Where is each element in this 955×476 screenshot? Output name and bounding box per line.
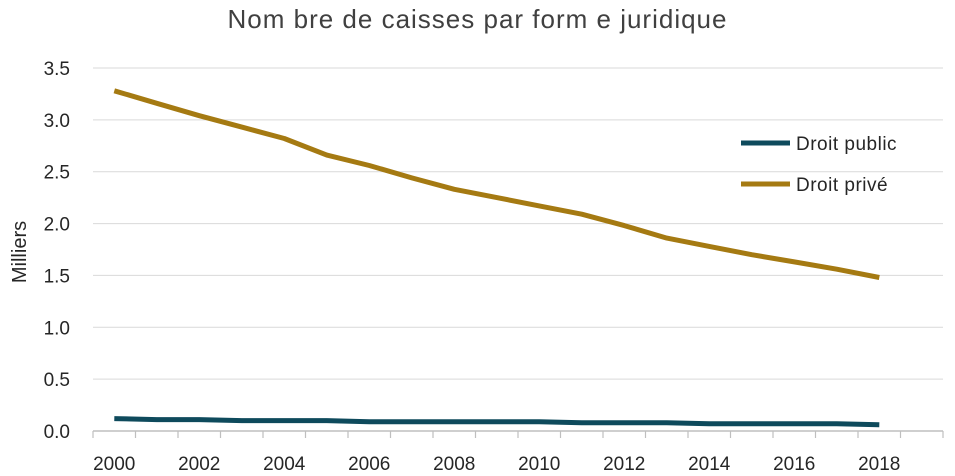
x-axis-tick-labels: 2000 2002 2004 2006 2008 2010 2012 2014 2016 2018: [93, 454, 900, 475]
y-axis-tick-labels: 0.0 0.5 1.0 1.5 2.0 2.5 3.0 3.5: [44, 59, 70, 443]
y-axis-title: Milliers: [9, 221, 31, 283]
x-tick-label: 2002: [178, 454, 220, 475]
y-tick-label: 2.0: [44, 215, 70, 236]
x-axis: [92, 430, 944, 438]
y-tick-label: 0.5: [44, 370, 70, 391]
x-tick-label: 2000: [93, 454, 135, 475]
legend-label: Droit public: [796, 134, 897, 155]
chart-title: Nom bre de caisses par form e juridique: [227, 4, 728, 34]
y-tick-label: 2.5: [44, 163, 70, 184]
series-line-droit-prive: [113, 88, 880, 280]
x-tick-label: 2004: [263, 454, 306, 475]
x-tick-label: 2016: [773, 454, 815, 475]
x-tick-label: 2006: [348, 454, 390, 475]
x-tick-label: 2010: [518, 454, 560, 475]
x-tick-label: 2012: [603, 454, 645, 475]
y-tick-label: 3.0: [44, 111, 70, 132]
legend-label: Droit privé: [796, 175, 888, 196]
x-tick-label: 2018: [858, 454, 900, 475]
y-tick-label: 3.5: [44, 59, 70, 80]
gridlines: [93, 67, 943, 380]
x-tick-label: 2014: [688, 454, 731, 475]
y-tick-label: 0.0: [44, 422, 70, 443]
legend: Droit public Droit privé: [741, 134, 897, 196]
y-tick-label: 1.0: [44, 318, 70, 339]
y-tick-label: 1.5: [44, 266, 70, 287]
series-lines: [113, 88, 880, 428]
x-tick-label: 2008: [433, 454, 475, 475]
series-line-droit-public: [114, 416, 880, 428]
